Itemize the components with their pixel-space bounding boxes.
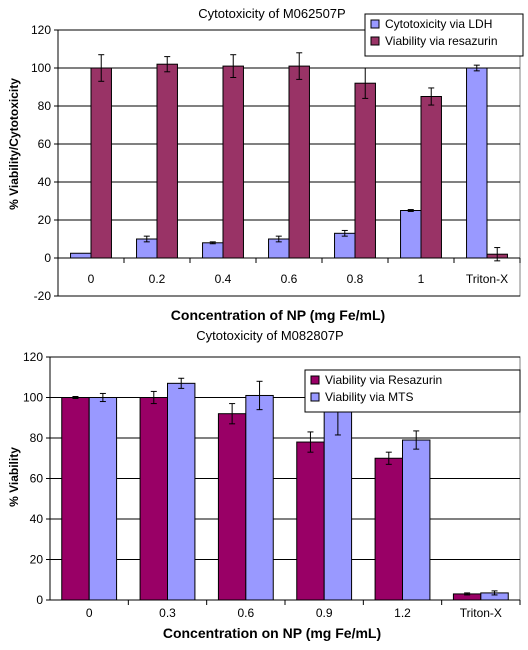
chart-2-y-tick-label: 120	[23, 350, 43, 364]
chart-1-bar	[466, 67, 488, 259]
chart-2-bar	[374, 457, 404, 601]
chart-2-plot-area: 0 20 40 60 80 100 120 0 0.3 0.6 0.9 1.2 Triton-X	[23, 350, 521, 620]
chart-2-y-tick-label: 40	[30, 512, 44, 526]
chart-2-bar	[139, 397, 168, 601]
chart-2-y-tick-label: 0	[36, 593, 43, 607]
chart-2-x-axis-label: Concentration on NP (mg Fe/mL)	[163, 625, 381, 641]
chart-2-title: Cytotoxicity of M082807P	[196, 328, 343, 343]
chart-1-y-tick-label: 40	[38, 175, 52, 189]
chart-1-bar	[156, 63, 178, 259]
chart-2-x-tick-label: Triton-X	[460, 606, 502, 620]
chart-1-x-tick-label: Triton-X	[466, 272, 508, 286]
chart-2-legend-swatch	[310, 375, 320, 385]
chart-2-bar	[402, 439, 431, 601]
chart-2-x-tick-label: 1.2	[394, 606, 411, 620]
chart-1-x-tick-label: 0	[88, 272, 95, 286]
chart-1-plot-area: -20 0 20 40 60 80 100 120 0 0.2 0.4 0.6 0.8 1 Triton-X	[31, 23, 521, 303]
chart-2-legend-label: Viability via MTS	[325, 390, 413, 404]
chart-2-legend-box	[304, 369, 521, 413]
chart-1-bar	[70, 252, 92, 259]
chart-2-x-tick-label: 0.6	[237, 606, 254, 620]
chart-1-bar	[334, 232, 356, 259]
chart-1-bar	[222, 65, 244, 259]
chart-2-bar	[245, 394, 274, 601]
chart-1-legend-swatch	[370, 36, 380, 46]
chart-2-bar	[323, 409, 353, 601]
chart-2-bar	[167, 382, 196, 601]
chart-1-bar	[202, 242, 224, 259]
chart-2-legend-swatch	[310, 392, 320, 402]
chart-1-legend-swatch	[370, 19, 380, 29]
chart-2-bar	[88, 397, 118, 601]
chart-2-y-tick-label: 100	[23, 391, 43, 405]
chart-2-bar	[217, 413, 247, 601]
chart-1-x-tick-label: 0.6	[281, 272, 298, 286]
chart-1-y-tick-label: -20	[34, 289, 52, 303]
chart-2-y-tick-label: 20	[30, 553, 44, 567]
chart-2-y-tick-label: 60	[30, 472, 44, 486]
chart-1-bar	[288, 65, 310, 259]
chart-1-bar	[354, 82, 376, 259]
chart-2-x-tick-label: 0.9	[316, 606, 333, 620]
chart-2-y-axis-label: % Viability	[7, 447, 21, 507]
chart-2-y-tick-label: 80	[30, 431, 44, 445]
chart-1-y-axis-label: % Viability/Cytotoxicity	[7, 78, 21, 210]
chart-2-legend-label: Viability via Resazurin	[325, 373, 442, 387]
chart-1-bar	[90, 67, 112, 259]
chart-1-x-tick-label: 1	[418, 272, 425, 286]
chart-1-y-tick-label: 60	[38, 137, 52, 151]
chart-1-y-tick-label: 20	[38, 213, 52, 227]
chart-1-legend-box	[364, 13, 524, 57]
chart-1-legend: Cytotoxicity via LDH Viability via resazu…	[364, 13, 524, 57]
chart-1-bar	[400, 210, 422, 259]
chart-2-bar	[61, 397, 90, 601]
chart-1-x-tick-label: 0.2	[149, 272, 166, 286]
chart-1-x-axis-label: Concentration of NP (mg Fe/mL)	[171, 307, 385, 323]
chart-1-legend-label: Viability via resazurin	[385, 34, 498, 48]
chart-2-legend: Viability via Resazurin Viability via MTS	[304, 369, 521, 413]
chart-1-bar	[420, 96, 442, 259]
chart-1-y-tick-label: 120	[31, 23, 51, 37]
chart-1-x-tick-label: 0.4	[215, 272, 232, 286]
chart-2-x-tick-label: 0	[86, 606, 93, 620]
chart-1-y-tick-label: 80	[38, 99, 52, 113]
chart-1-x-tick-label: 0.8	[347, 272, 364, 286]
chart-2-bar	[296, 441, 325, 601]
chart-1-legend-label: Cytotoxicity via LDH	[385, 17, 492, 31]
chart-2-x-tick-label: 0.3	[159, 606, 176, 620]
chart-1-title: Cytotoxicity of M062507P	[198, 6, 345, 21]
chart-1-y-tick-label: 0	[44, 251, 51, 265]
chart-1-y-tick-label: 100	[31, 61, 51, 75]
